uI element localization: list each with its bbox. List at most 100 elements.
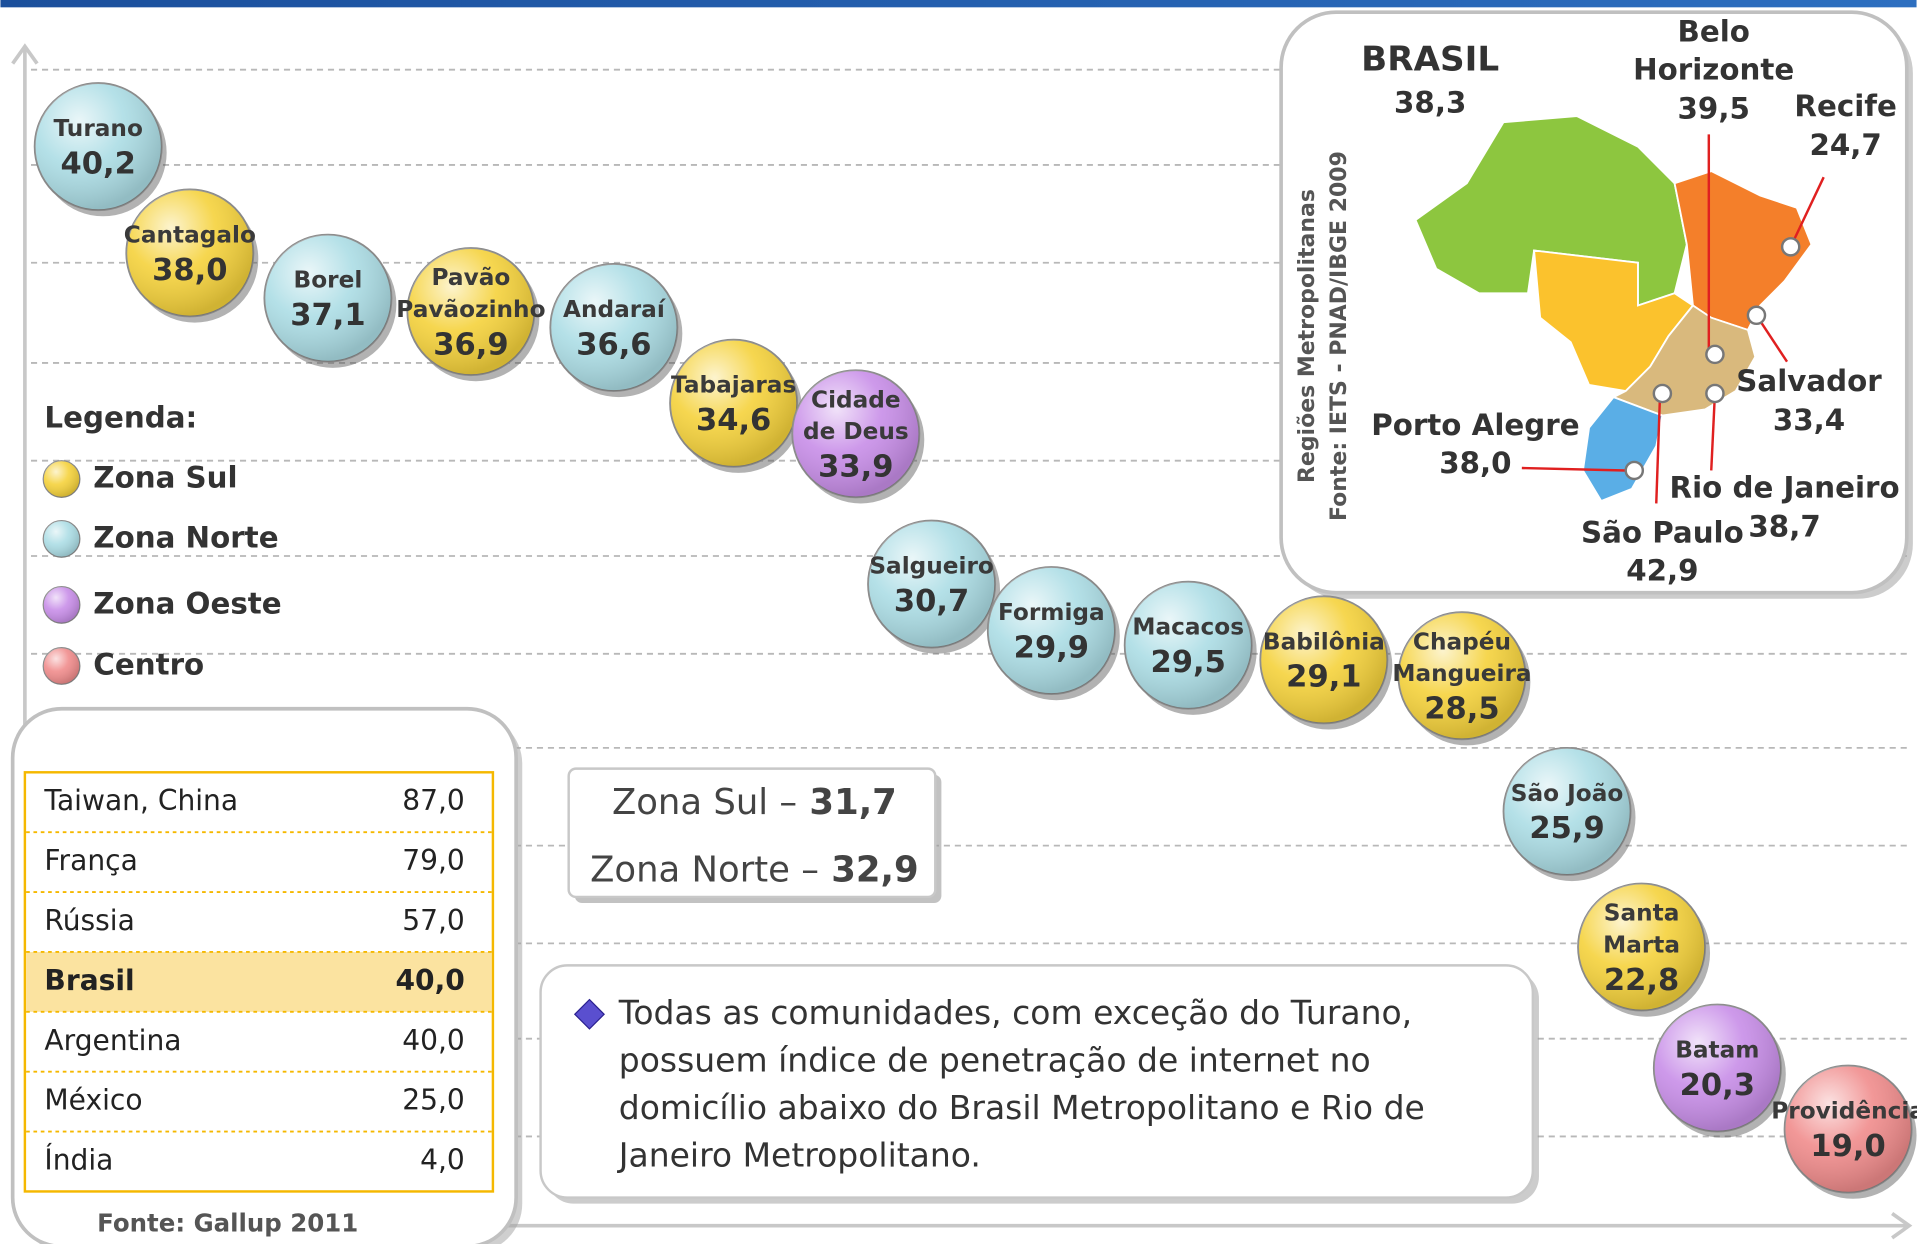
note-line: domicílio abaixo do Brasil Metropolitano… bbox=[619, 1088, 1425, 1127]
country-value: 79,0 bbox=[402, 844, 465, 877]
country-value: 87,0 bbox=[402, 784, 465, 817]
bubble-name: Borel bbox=[294, 267, 363, 294]
bubble-value: 25,9 bbox=[1529, 811, 1604, 846]
legend-swatch-shine bbox=[43, 647, 80, 685]
bubble-name: Salgueiro bbox=[869, 553, 994, 580]
bubble-name: Tabajaras bbox=[671, 372, 796, 399]
bubble-value: 37,1 bbox=[290, 298, 365, 333]
legend-label: Centro bbox=[93, 647, 204, 681]
legend-swatch-shine bbox=[43, 460, 80, 498]
bubble-name: Formiga bbox=[998, 599, 1105, 626]
country-name: Rússia bbox=[44, 904, 134, 937]
zone-average-part: – bbox=[768, 782, 797, 823]
bubble-value: 20,3 bbox=[1680, 1068, 1755, 1103]
bubble-value: 36,6 bbox=[576, 327, 651, 362]
bubble-name: Andaraí bbox=[563, 296, 666, 323]
map-label: Belo bbox=[1677, 14, 1749, 48]
legend-swatch-shine bbox=[43, 586, 80, 624]
legend-title: Legenda: bbox=[44, 401, 197, 435]
bubble-value: 38,0 bbox=[152, 253, 227, 288]
bubble-name: Pavãozinho bbox=[396, 296, 545, 323]
bubble-value: 34,6 bbox=[696, 403, 771, 438]
map-label: Salvador bbox=[1736, 364, 1882, 398]
bubble-name: Cantagalo bbox=[124, 221, 256, 248]
map-value: 38,0 bbox=[1439, 446, 1511, 480]
map-value: 39,5 bbox=[1678, 91, 1750, 125]
bubble-value: 33,9 bbox=[818, 450, 893, 485]
map-value: 38,7 bbox=[1748, 509, 1820, 543]
country-name: México bbox=[44, 1084, 142, 1117]
bubble-value: 29,9 bbox=[1014, 630, 1089, 665]
bubble-shine bbox=[1398, 612, 1526, 740]
legend-label: Zona Sul bbox=[93, 461, 237, 495]
bubble-shine bbox=[1784, 1065, 1912, 1193]
map-value: 42,9 bbox=[1626, 553, 1698, 587]
bubble-name: Cidade bbox=[811, 386, 901, 413]
country-value: 25,0 bbox=[402, 1084, 465, 1117]
bubble-shine bbox=[1260, 596, 1388, 724]
map-label: São Paulo bbox=[1581, 516, 1744, 550]
map-label: Horizonte bbox=[1633, 52, 1794, 86]
city-dots bbox=[1624, 237, 1801, 481]
bubble-name: Macacos bbox=[1132, 614, 1244, 641]
map-side-label: Fonte: IETS - PNAD/IBGE 2009 bbox=[1327, 151, 1352, 521]
zone-average-part: 31,7 bbox=[797, 782, 897, 823]
bubble-name: Turano bbox=[54, 115, 143, 142]
bubble-name: Batam bbox=[1675, 1036, 1759, 1063]
bubble-shine bbox=[987, 567, 1115, 695]
country-name: Argentina bbox=[44, 1024, 181, 1057]
bubble-shine bbox=[126, 189, 254, 317]
country-value: 4,0 bbox=[420, 1144, 465, 1177]
legend-label: Zona Oeste bbox=[93, 586, 281, 620]
zone-average-part: Zona Norte bbox=[590, 849, 790, 890]
highlight-row bbox=[26, 951, 492, 1012]
map-side-label: Regiões Metropolitanas bbox=[1295, 189, 1320, 483]
bubble-shine bbox=[407, 248, 535, 376]
note-line: Todas as comunidades, com exceção do Tur… bbox=[618, 993, 1412, 1032]
zone-average: Zona Sul – 31,7 bbox=[612, 782, 897, 823]
bubble-name: Pavão bbox=[432, 264, 511, 291]
bubble-shine bbox=[1653, 1004, 1781, 1132]
map-value: 33,4 bbox=[1773, 403, 1845, 437]
bubble-shine bbox=[670, 339, 798, 467]
bubble-name: Providência bbox=[1771, 1098, 1917, 1125]
country-value: 40,0 bbox=[402, 1024, 465, 1057]
map-label: Rio de Janeiro bbox=[1670, 470, 1900, 504]
map-value: 38,3 bbox=[1394, 85, 1466, 119]
bubble-name: de Deus bbox=[803, 418, 909, 445]
note-line: possuem índice de penetração de internet… bbox=[619, 1040, 1371, 1079]
table-source: Fonte: Gallup 2011 bbox=[97, 1208, 358, 1237]
zone-average-part: – bbox=[790, 849, 819, 890]
country-value: 57,0 bbox=[402, 904, 465, 937]
bubble-shine bbox=[1503, 747, 1631, 875]
zone-average-part: 32,9 bbox=[819, 849, 919, 890]
map-label: Recife bbox=[1794, 89, 1897, 123]
bubble-value: 28,5 bbox=[1424, 691, 1499, 726]
country-value: 40,0 bbox=[395, 964, 464, 997]
bubble-value: 29,1 bbox=[1286, 660, 1361, 695]
leader-lines bbox=[1521, 134, 1825, 504]
bubble-value: 36,9 bbox=[433, 327, 508, 362]
bubble-value: 30,7 bbox=[894, 584, 969, 619]
bubble-shine bbox=[550, 263, 678, 392]
bubble-shine bbox=[1578, 883, 1706, 1011]
note-line: Janeiro Metropolitano. bbox=[617, 1136, 981, 1175]
legend-swatch-shine bbox=[43, 520, 80, 558]
bubble-value: 29,5 bbox=[1151, 645, 1226, 680]
bubble-shine bbox=[34, 83, 162, 211]
bubble-name: Babilônia bbox=[1263, 628, 1385, 655]
country-name: França bbox=[44, 844, 137, 877]
legend-label: Zona Norte bbox=[93, 520, 278, 554]
note-bullet bbox=[573, 998, 605, 1030]
zone-average: Zona Norte – 32,9 bbox=[590, 849, 918, 890]
top-band bbox=[0, 0, 1917, 8]
bubble-name: Santa bbox=[1604, 900, 1680, 927]
country-name: Taiwan, China bbox=[43, 784, 238, 817]
country-name: Índia bbox=[44, 1143, 113, 1177]
bubble-value: 22,8 bbox=[1604, 963, 1679, 998]
map-label: Porto Alegre bbox=[1371, 408, 1579, 442]
map-label: BRASIL bbox=[1361, 40, 1499, 80]
bubble-value: 40,2 bbox=[61, 146, 136, 181]
